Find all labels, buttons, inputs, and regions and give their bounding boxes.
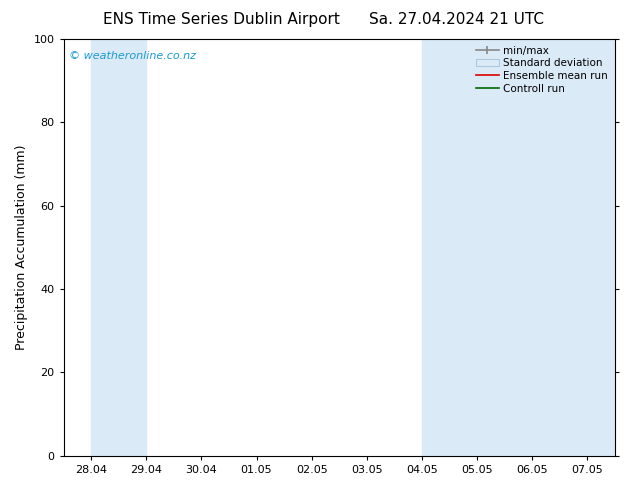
Bar — [532, 39, 634, 456]
Y-axis label: Precipitation Accumulation (mm): Precipitation Accumulation (mm) — [15, 145, 28, 350]
Text: ENS Time Series Dublin Airport: ENS Time Series Dublin Airport — [103, 12, 340, 27]
Legend: min/max, Standard deviation, Ensemble mean run, Controll run: min/max, Standard deviation, Ensemble me… — [472, 42, 612, 98]
Text: © weatheronline.co.nz: © weatheronline.co.nz — [69, 51, 196, 61]
Text: Sa. 27.04.2024 21 UTC: Sa. 27.04.2024 21 UTC — [369, 12, 544, 27]
Bar — [91, 39, 146, 456]
Bar — [422, 39, 532, 456]
